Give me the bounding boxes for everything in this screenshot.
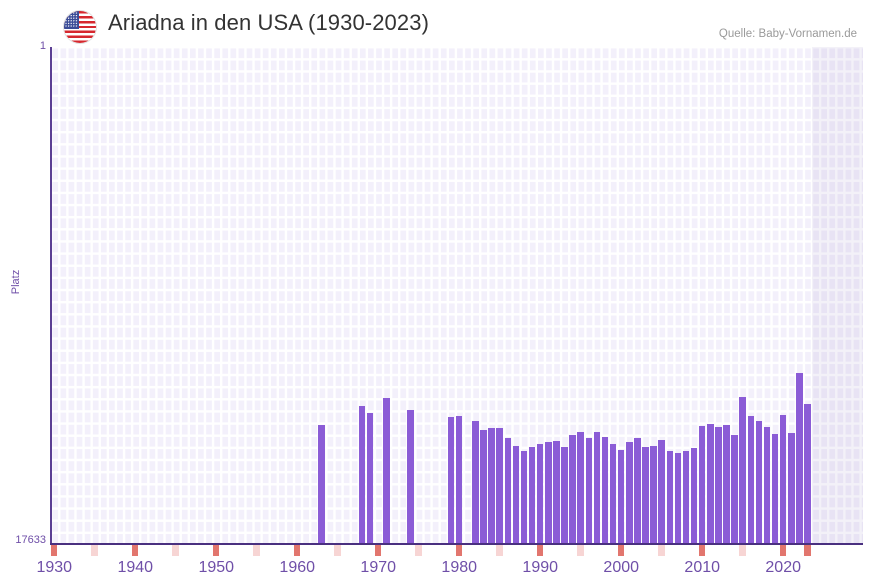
- bar: [747, 415, 755, 544]
- bar: [536, 444, 544, 544]
- us-flag-icon: [64, 11, 96, 43]
- bar: [763, 426, 771, 544]
- x-axis-tick-label: 1940: [117, 559, 154, 576]
- bar: [666, 451, 674, 544]
- bar: [318, 425, 325, 544]
- bar: [723, 425, 730, 544]
- bar: [617, 449, 625, 544]
- x-axis-tick-markers: [51, 545, 863, 556]
- forecast-shaded-band: [812, 47, 863, 544]
- bar: [715, 426, 722, 544]
- x-axis-line: [50, 543, 863, 545]
- bar: [707, 423, 714, 544]
- bar: [366, 412, 374, 544]
- x-axis-tick-marker: [804, 545, 811, 556]
- bar: [504, 438, 512, 544]
- x-axis-tick-marker: [172, 545, 179, 556]
- bar: [553, 441, 560, 544]
- chart-header: Ariadna in den USA (1930-2023) Quelle: B…: [0, 0, 873, 46]
- bar: [528, 447, 536, 544]
- bar: [796, 372, 803, 544]
- x-axis-tick-label: 1980: [441, 559, 478, 576]
- y-axis-title: Platz: [10, 269, 22, 295]
- bar: [512, 445, 520, 544]
- page-title: Ariadna in den USA (1930-2023): [108, 10, 429, 35]
- x-axis-tick-label: 1950: [198, 559, 235, 576]
- bar-series: [51, 47, 863, 544]
- bar: [682, 451, 690, 544]
- x-axis-tick-marker: [658, 545, 665, 556]
- bar: [698, 426, 706, 544]
- bar: [658, 440, 665, 544]
- x-axis-tick-label: 2020: [765, 559, 801, 576]
- x-axis-tick-label: 1960: [279, 559, 316, 576]
- x-axis-tick-marker: [334, 545, 341, 556]
- bar: [480, 430, 487, 544]
- bar: [804, 404, 811, 544]
- y-axis-tick-top: 1: [39, 40, 46, 52]
- x-axis-tick-marker: [374, 545, 382, 556]
- bar: [455, 416, 463, 544]
- x-axis-tick-marker: [698, 545, 706, 556]
- x-axis-tick-label: 2010: [684, 559, 721, 576]
- x-axis-tick-label: 1970: [360, 559, 397, 576]
- x-axis-tick-labels: 1930 1940 1950 1960 1970 1980 1990 2000 2010 2020: [0, 559, 873, 585]
- x-axis-tick-marker: [779, 545, 787, 556]
- bar: [642, 447, 649, 544]
- bar: [577, 432, 584, 544]
- x-axis-tick-marker: [212, 545, 220, 556]
- bar: [561, 447, 568, 544]
- x-axis-tick-marker: [536, 545, 544, 556]
- bar: [609, 443, 617, 544]
- x-axis-tick-label: 1930: [36, 559, 73, 576]
- x-axis-tick-label: 1990: [522, 559, 559, 576]
- bar: [788, 433, 795, 544]
- y-axis-tick-bottom: 17633: [15, 534, 46, 546]
- bar: [496, 428, 503, 544]
- bar: [593, 432, 601, 544]
- bar: [520, 450, 528, 544]
- x-axis-tick-marker: [51, 545, 58, 556]
- bar: [545, 441, 552, 544]
- x-axis-tick-marker: [253, 545, 260, 556]
- x-axis-tick-marker: [617, 545, 625, 556]
- bar: [407, 410, 414, 544]
- source-attribution: Quelle: Baby-Vornamen.de: [718, 28, 857, 40]
- bar: [447, 417, 455, 544]
- bar: [755, 420, 763, 544]
- flag-canton: [64, 11, 79, 29]
- x-axis-tick-marker: [496, 545, 503, 556]
- x-axis-tick-marker: [293, 545, 301, 556]
- bar: [358, 405, 366, 544]
- bar: [771, 434, 779, 544]
- plot-area: [51, 47, 863, 544]
- bar: [601, 436, 609, 544]
- bar: [585, 438, 593, 544]
- bar: [779, 415, 787, 544]
- y-axis-line: [50, 47, 52, 544]
- x-axis-tick-marker: [577, 545, 584, 556]
- bar: [383, 397, 390, 544]
- x-axis-tick-marker: [455, 545, 463, 556]
- bar: [674, 453, 682, 544]
- x-axis-tick-marker: [131, 545, 139, 556]
- bar: [472, 421, 479, 544]
- bar: [634, 437, 641, 544]
- bar: [731, 434, 738, 544]
- bar: [690, 447, 698, 544]
- bar: [488, 427, 495, 544]
- bar: [739, 396, 746, 544]
- x-axis-tick-marker: [91, 545, 98, 556]
- bar: [569, 435, 576, 544]
- bar: [650, 446, 657, 544]
- x-axis-tick-marker: [415, 545, 422, 556]
- x-axis-tick-label: 2000: [603, 559, 640, 576]
- bar: [626, 442, 633, 544]
- x-axis-tick-marker: [739, 545, 746, 556]
